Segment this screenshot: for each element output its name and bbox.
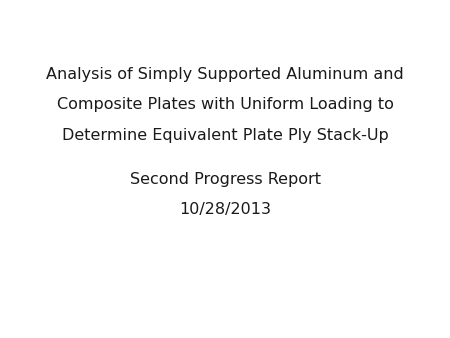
Text: Composite Plates with Uniform Loading to: Composite Plates with Uniform Loading to (57, 97, 393, 112)
Text: 10/28/2013: 10/28/2013 (179, 202, 271, 217)
Text: Second Progress Report: Second Progress Report (130, 172, 320, 187)
Text: Determine Equivalent Plate Ply Stack-Up: Determine Equivalent Plate Ply Stack-Up (62, 128, 388, 143)
Text: Analysis of Simply Supported Aluminum and: Analysis of Simply Supported Aluminum an… (46, 67, 404, 82)
